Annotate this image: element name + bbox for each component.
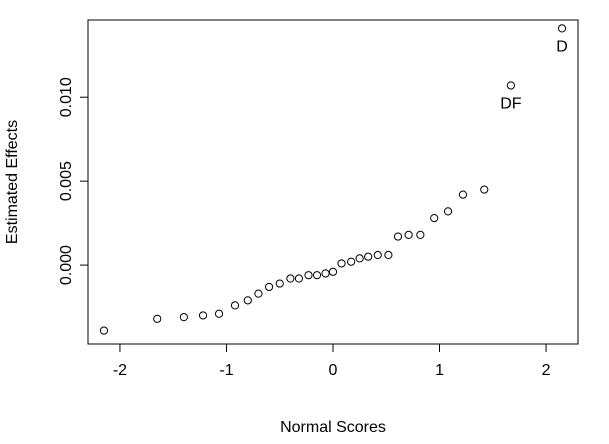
point-label: DF: [500, 95, 522, 112]
data-point: [355, 254, 364, 263]
data-point: [404, 230, 413, 239]
x-tick-label: 0: [329, 362, 338, 379]
data-point: [304, 271, 313, 280]
data-point: [264, 282, 274, 292]
data-point: [393, 232, 403, 241]
data-point: [328, 267, 338, 276]
data-point: [214, 309, 224, 318]
data-point: [364, 252, 373, 261]
x-tick-label: 1: [435, 362, 444, 379]
y-axis: 0.000 0.005 0.010: [58, 77, 88, 285]
data-point: [99, 326, 109, 335]
data-point: [254, 289, 263, 298]
y-tick-label: 0.005: [58, 161, 75, 201]
x-axis: -2 -1 0 1 2: [113, 344, 551, 379]
data-point: [321, 269, 330, 278]
data-point: [458, 190, 468, 199]
x-tick-label: -2: [113, 362, 127, 379]
x-tick-label: 2: [542, 362, 551, 379]
data-point: [198, 311, 208, 320]
y-tick-label: 0.010: [58, 77, 75, 117]
data-point: [506, 81, 515, 90]
data-point: [243, 296, 252, 305]
data-point: [286, 274, 295, 283]
data-points: [99, 24, 567, 335]
data-point: [430, 213, 439, 223]
data-point: [557, 24, 567, 33]
data-point: [153, 314, 162, 323]
data-point: [416, 230, 425, 239]
data-point: [337, 259, 346, 268]
x-axis-title: Normal Scores: [280, 419, 386, 436]
data-point: [373, 250, 382, 260]
data-point: [275, 279, 284, 288]
plot-frame: [87, 19, 579, 345]
y-tick-label: 0.000: [58, 245, 75, 285]
y-axis-title: Estimated Effects: [4, 120, 21, 244]
data-point: [294, 274, 304, 283]
data-point: [443, 207, 453, 216]
point-labels: DF D: [500, 38, 568, 112]
data-point: [347, 257, 356, 266]
x-tick-label: -1: [219, 362, 233, 379]
data-point: [230, 301, 240, 310]
data-point: [480, 185, 489, 194]
data-point: [384, 250, 393, 260]
data-point: [179, 313, 188, 322]
data-point: [312, 271, 322, 280]
point-label: D: [556, 38, 568, 55]
